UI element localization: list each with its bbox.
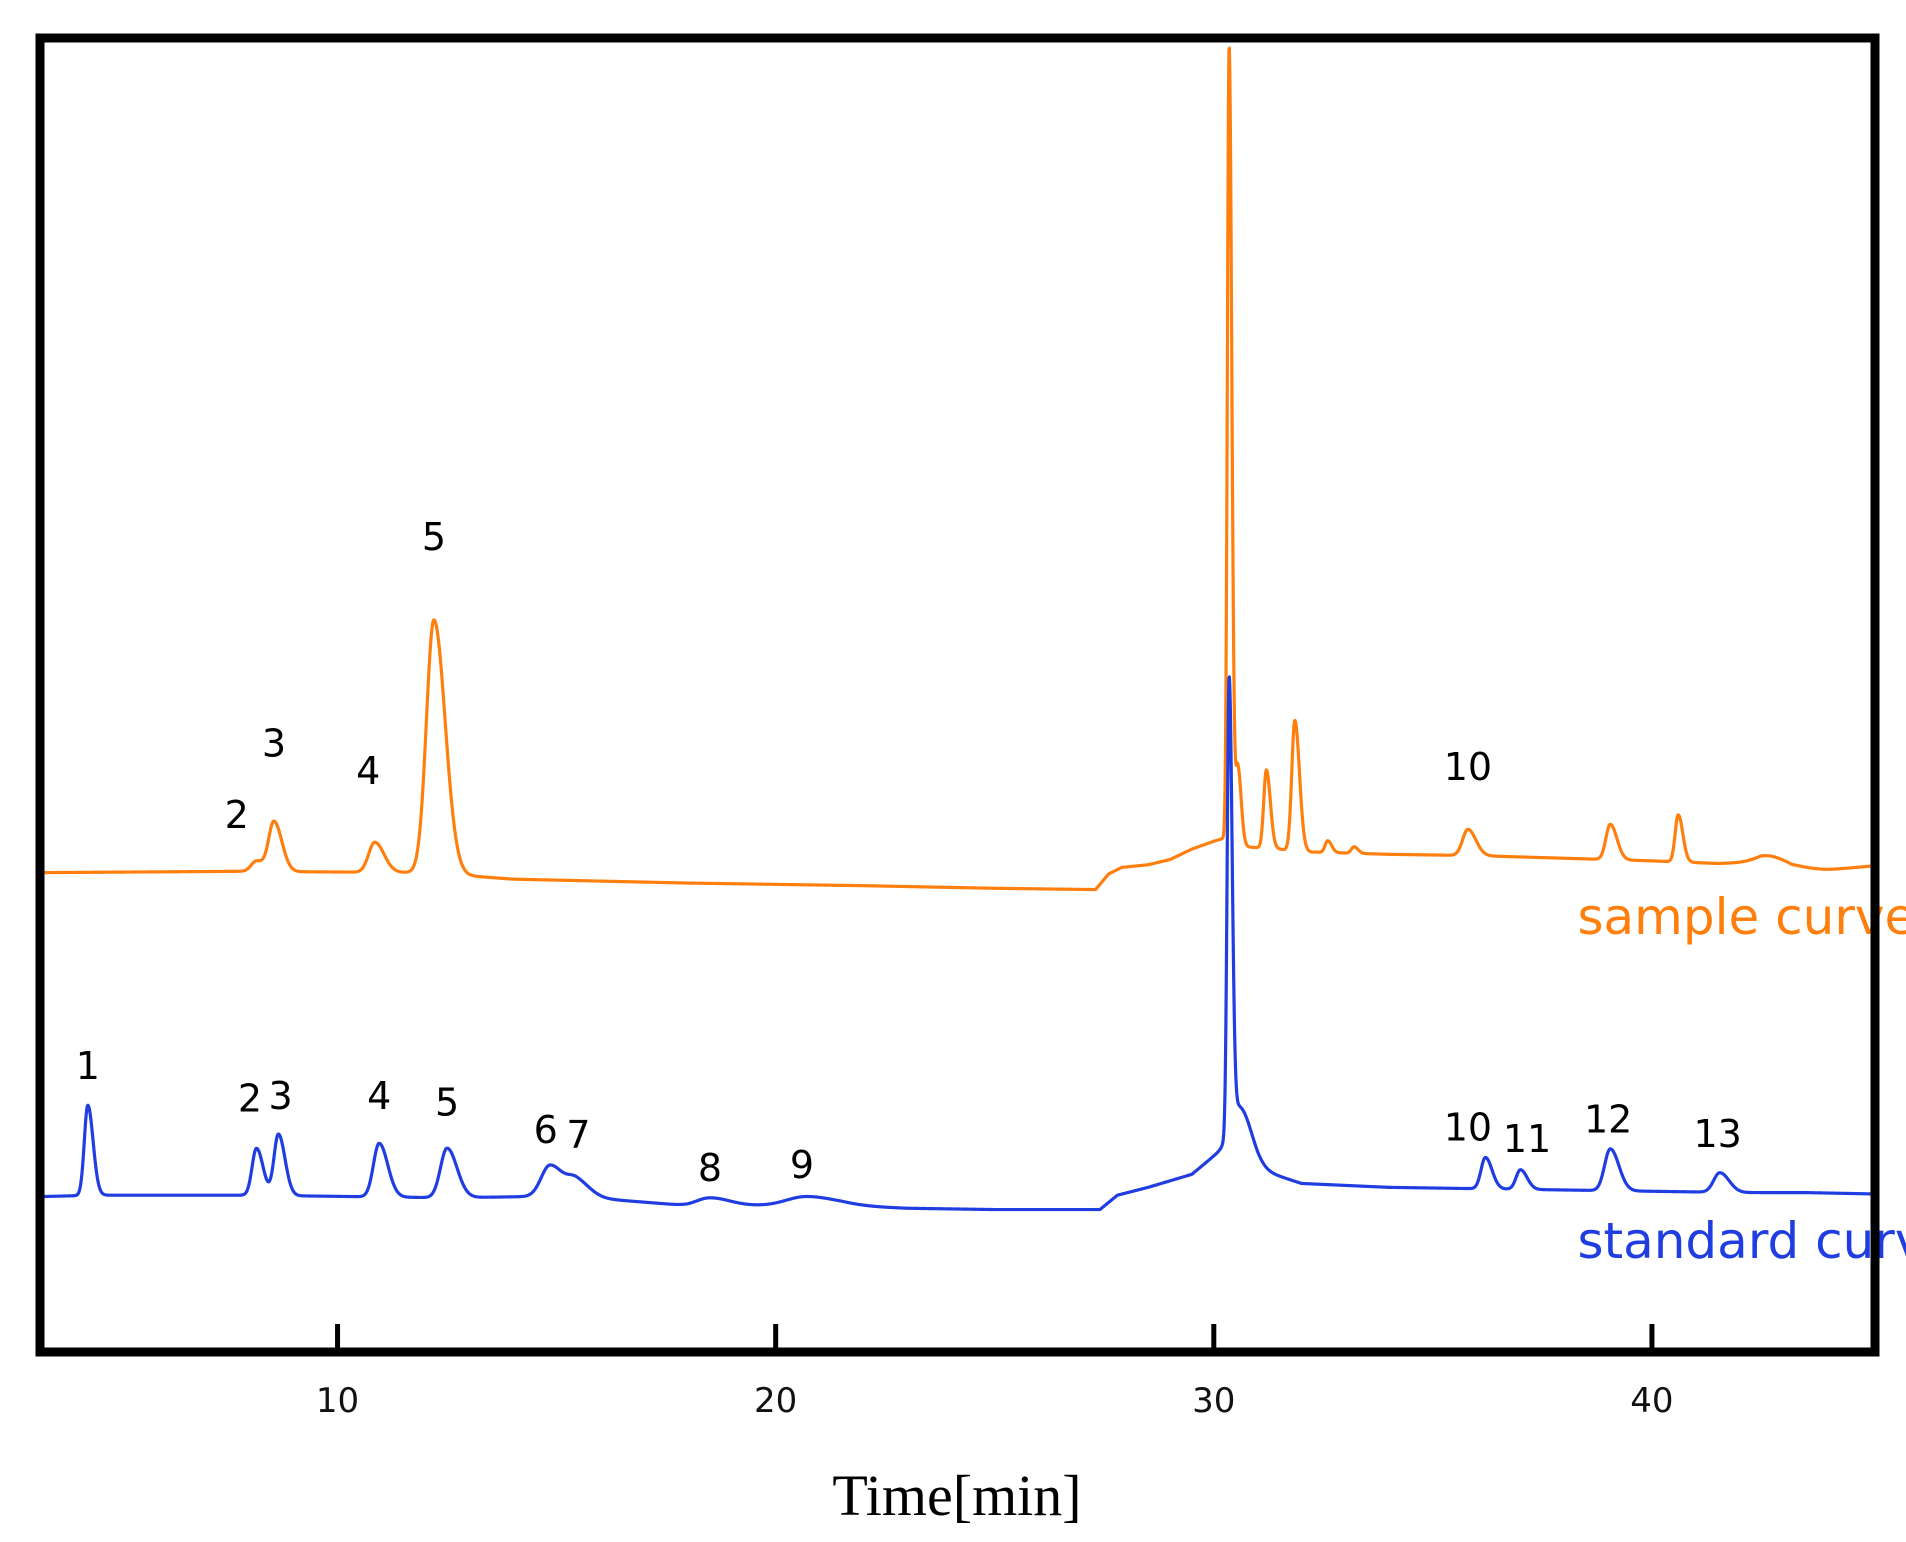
legend-layer: sample curve standard curve bbox=[1577, 888, 1906, 1270]
standard-curve-peak-label-5: 5 bbox=[435, 1081, 459, 1125]
standard-curve-peak-label-6: 6 bbox=[534, 1108, 558, 1152]
x-tick-label-30: 30 bbox=[1192, 1381, 1235, 1421]
standard-curve-peak-label-13: 13 bbox=[1693, 1112, 1741, 1156]
standard-curve-peak-label-10: 10 bbox=[1444, 1105, 1492, 1149]
x-tick-label-40: 40 bbox=[1630, 1381, 1673, 1421]
series-layer bbox=[42, 46, 1873, 1212]
standard-curve-peak-label-7: 7 bbox=[566, 1113, 590, 1157]
standard-curve-peak-label-2: 2 bbox=[238, 1077, 262, 1121]
x-axis: 10 20 30 40 bbox=[316, 1324, 1674, 1421]
sample-curve-peak-label-10: 10 bbox=[1444, 745, 1492, 789]
sample-curve-peak-label-5: 5 bbox=[422, 515, 446, 559]
standard-curve-peak-label-4: 4 bbox=[367, 1074, 391, 1118]
standard-curve-peak-label-11: 11 bbox=[1503, 1117, 1551, 1161]
sample-curve-line bbox=[42, 46, 1873, 892]
legend-label-sample-curve: sample curve bbox=[1577, 888, 1906, 946]
standard-curve-line bbox=[42, 675, 1873, 1212]
x-axis-title: Time[min] bbox=[832, 1463, 1081, 1528]
sample-curve-peak-label-2: 2 bbox=[225, 793, 249, 837]
plot-frame bbox=[35, 33, 1880, 1357]
legend-label-standard-curve: standard curve bbox=[1577, 1212, 1906, 1270]
x-tick-label-10: 10 bbox=[316, 1381, 359, 1421]
standard-curve-peak-label-8: 8 bbox=[698, 1146, 722, 1190]
standard-curve-peak-label-3: 3 bbox=[268, 1074, 292, 1118]
standard-curve-peak-label-12: 12 bbox=[1584, 1098, 1632, 1142]
sample-curve-peak-label-3: 3 bbox=[262, 721, 286, 765]
standard-curve-peak-label-1: 1 bbox=[76, 1044, 100, 1088]
standard-curve-peak-label-9: 9 bbox=[790, 1143, 814, 1187]
sample-curve-peak-label-4: 4 bbox=[356, 749, 380, 793]
x-tick-label-20: 20 bbox=[754, 1381, 797, 1421]
